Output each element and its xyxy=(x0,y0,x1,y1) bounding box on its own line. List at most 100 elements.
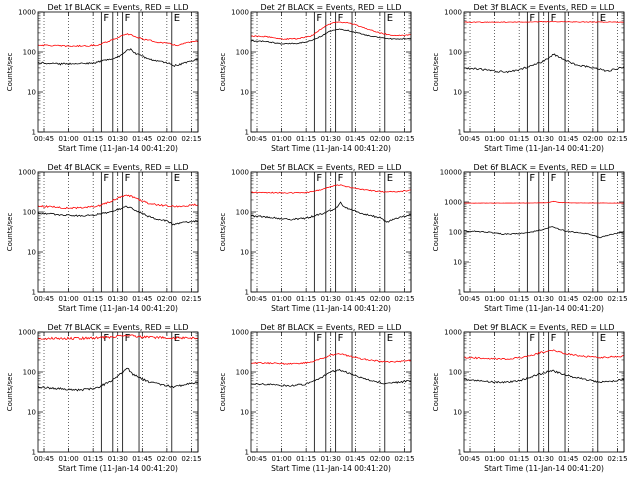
panel-title: Det 1f BLACK = Events, RED = LLD xyxy=(47,3,188,12)
y-tick-label: 1000 xyxy=(18,9,36,17)
x-tick-label: 01:15 xyxy=(83,295,103,303)
x-tick-label: 01:45 xyxy=(132,295,152,303)
plot-frame xyxy=(250,331,412,453)
x-tick-label: 01:00 xyxy=(58,295,78,303)
interval-marker-label: F xyxy=(338,173,344,184)
series-events xyxy=(37,205,199,226)
series-events xyxy=(37,367,199,392)
interval-marker-label: E xyxy=(600,13,606,24)
y-tick-label: 1000 xyxy=(444,199,462,207)
x-tick-label: 01:15 xyxy=(296,135,316,143)
series-lld xyxy=(463,349,625,361)
y-tick-label: 100 xyxy=(23,209,36,217)
y-tick-label: 100 xyxy=(236,49,249,57)
interval-marker-label: F xyxy=(338,333,344,344)
series-events xyxy=(250,201,412,223)
y-tick-label: 1000 xyxy=(18,169,36,177)
x-tick-label: 01:30 xyxy=(321,455,341,463)
x-tick-label: 01:45 xyxy=(558,455,578,463)
x-tick-label: 00:45 xyxy=(460,135,480,143)
interval-marker-label: E xyxy=(174,173,180,184)
series-events xyxy=(463,53,625,74)
plot-frame xyxy=(463,11,625,133)
x-tick-label: 02:15 xyxy=(394,455,414,463)
y-tick-label: 100 xyxy=(236,209,249,217)
interval-marker-label: F xyxy=(529,13,535,24)
x-tick-label: 02:00 xyxy=(370,455,390,463)
x-tick-label: 01:30 xyxy=(534,295,554,303)
panel-title: Det 6f BLACK = Events, RED = LLD xyxy=(473,163,614,172)
interval-marker-label: E xyxy=(174,13,180,24)
y-tick-label: 100 xyxy=(449,369,462,377)
x-tick-label: 01:45 xyxy=(345,455,365,463)
y-tick-label: 1 xyxy=(32,289,36,297)
interval-marker-label: F xyxy=(316,13,322,24)
x-tick-label: 02:15 xyxy=(181,295,201,303)
series-events xyxy=(463,226,625,239)
y-tick-label: 10 xyxy=(240,249,249,257)
x-tick-label: 00:45 xyxy=(34,135,54,143)
x-tick-label: 00:45 xyxy=(247,135,267,143)
y-axis-label: Counts/sec xyxy=(6,53,14,92)
series-events xyxy=(250,28,412,45)
y-tick-label: 10 xyxy=(240,409,249,417)
plot-frame xyxy=(37,11,199,133)
y-tick-label: 1000 xyxy=(231,9,249,17)
x-tick-label: 02:00 xyxy=(157,135,177,143)
series-events xyxy=(463,369,625,384)
interval-marker-label: F xyxy=(316,173,322,184)
x-tick-label: 01:15 xyxy=(83,455,103,463)
x-tick-label: 02:00 xyxy=(157,295,177,303)
series-lld xyxy=(250,353,412,365)
x-tick-label: 01:00 xyxy=(271,295,291,303)
panel-title: Det 7f BLACK = Events, RED = LLD xyxy=(47,323,188,332)
panel-det-7: Det 7f BLACK = Events, RED = LLD Counts/s… xyxy=(6,323,202,473)
panel-title: Det 3f BLACK = Events, RED = LLD xyxy=(473,3,614,12)
interval-marker-label: F xyxy=(103,333,109,344)
x-axis-label: Start Time (11-Jan-14 00:41:20) xyxy=(271,464,391,473)
y-tick-label: 100 xyxy=(236,369,249,377)
y-tick-label: 10 xyxy=(27,249,36,257)
y-tick-label: 10 xyxy=(453,259,462,267)
y-tick-label: 100 xyxy=(449,229,462,237)
panel-title: Det 4f BLACK = Events, RED = LLD xyxy=(47,163,188,172)
x-axis-label: Start Time (11-Jan-14 00:41:20) xyxy=(271,144,391,153)
x-tick-label: 00:45 xyxy=(460,455,480,463)
x-tick-label: 01:45 xyxy=(132,455,152,463)
x-tick-label: 01:45 xyxy=(132,135,152,143)
panel-title: Det 5f BLACK = Events, RED = LLD xyxy=(260,163,401,172)
y-tick-label: 1 xyxy=(32,449,36,457)
y-axis-label: Counts/sec xyxy=(6,213,14,252)
panel-det-8: Det 8f BLACK = Events, RED = LLD Counts/s… xyxy=(219,323,415,473)
x-tick-label: 02:00 xyxy=(583,295,603,303)
x-tick-label: 01:15 xyxy=(509,135,529,143)
x-tick-label: 02:15 xyxy=(394,295,414,303)
x-tick-label: 01:00 xyxy=(484,295,504,303)
plot-frame xyxy=(250,11,412,133)
x-tick-label: 02:00 xyxy=(370,295,390,303)
y-tick-label: 1 xyxy=(32,129,36,137)
y-axis-label: Counts/sec xyxy=(219,53,227,92)
x-tick-label: 01:45 xyxy=(345,135,365,143)
y-tick-label: 100 xyxy=(23,49,36,57)
y-tick-label: 10000 xyxy=(440,169,462,177)
panel-det-3: Det 3f BLACK = Events, RED = LLD Counts/s… xyxy=(432,3,628,153)
x-tick-label: 02:15 xyxy=(607,455,627,463)
x-axis-label: Start Time (11-Jan-14 00:41:20) xyxy=(58,144,178,153)
y-tick-label: 1 xyxy=(458,449,462,457)
interval-marker-label: F xyxy=(125,13,131,24)
panel-det-6: Det 6f BLACK = Events, RED = LLD Counts/s… xyxy=(432,163,628,313)
x-tick-label: 01:30 xyxy=(534,135,554,143)
y-tick-label: 1000 xyxy=(231,329,249,337)
x-tick-label: 01:30 xyxy=(108,135,128,143)
interval-marker-label: E xyxy=(600,173,606,184)
x-axis-label: Start Time (11-Jan-14 00:41:20) xyxy=(484,464,604,473)
x-tick-label: 01:15 xyxy=(296,295,316,303)
x-axis-label: Start Time (11-Jan-14 00:41:20) xyxy=(484,304,604,313)
panel-title: Det 2f BLACK = Events, RED = LLD xyxy=(260,3,401,12)
series-events xyxy=(250,368,412,387)
y-axis-label: Counts/sec xyxy=(432,213,440,252)
y-tick-label: 1 xyxy=(458,129,462,137)
interval-marker-label: F xyxy=(125,173,131,184)
interval-marker-label: F xyxy=(529,333,535,344)
